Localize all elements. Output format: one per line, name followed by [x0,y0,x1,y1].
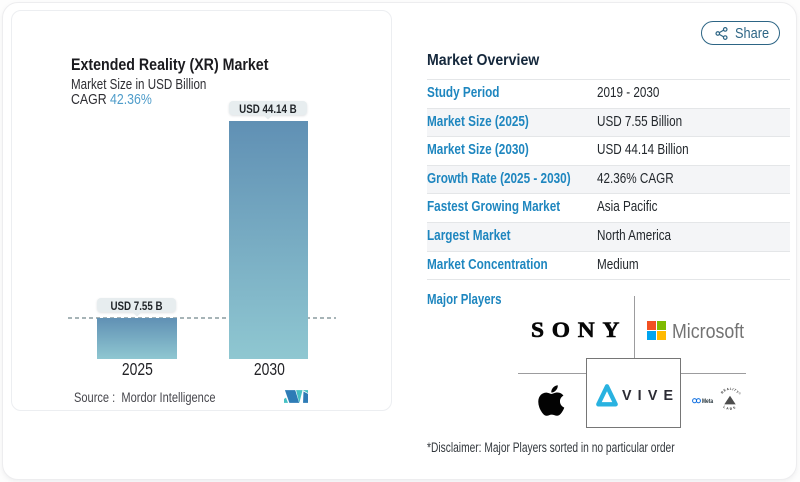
svg-text:LABS: LABS [723,405,738,411]
svg-text:®: ® [739,392,742,396]
svg-text:REALITY: REALITY [720,387,740,395]
